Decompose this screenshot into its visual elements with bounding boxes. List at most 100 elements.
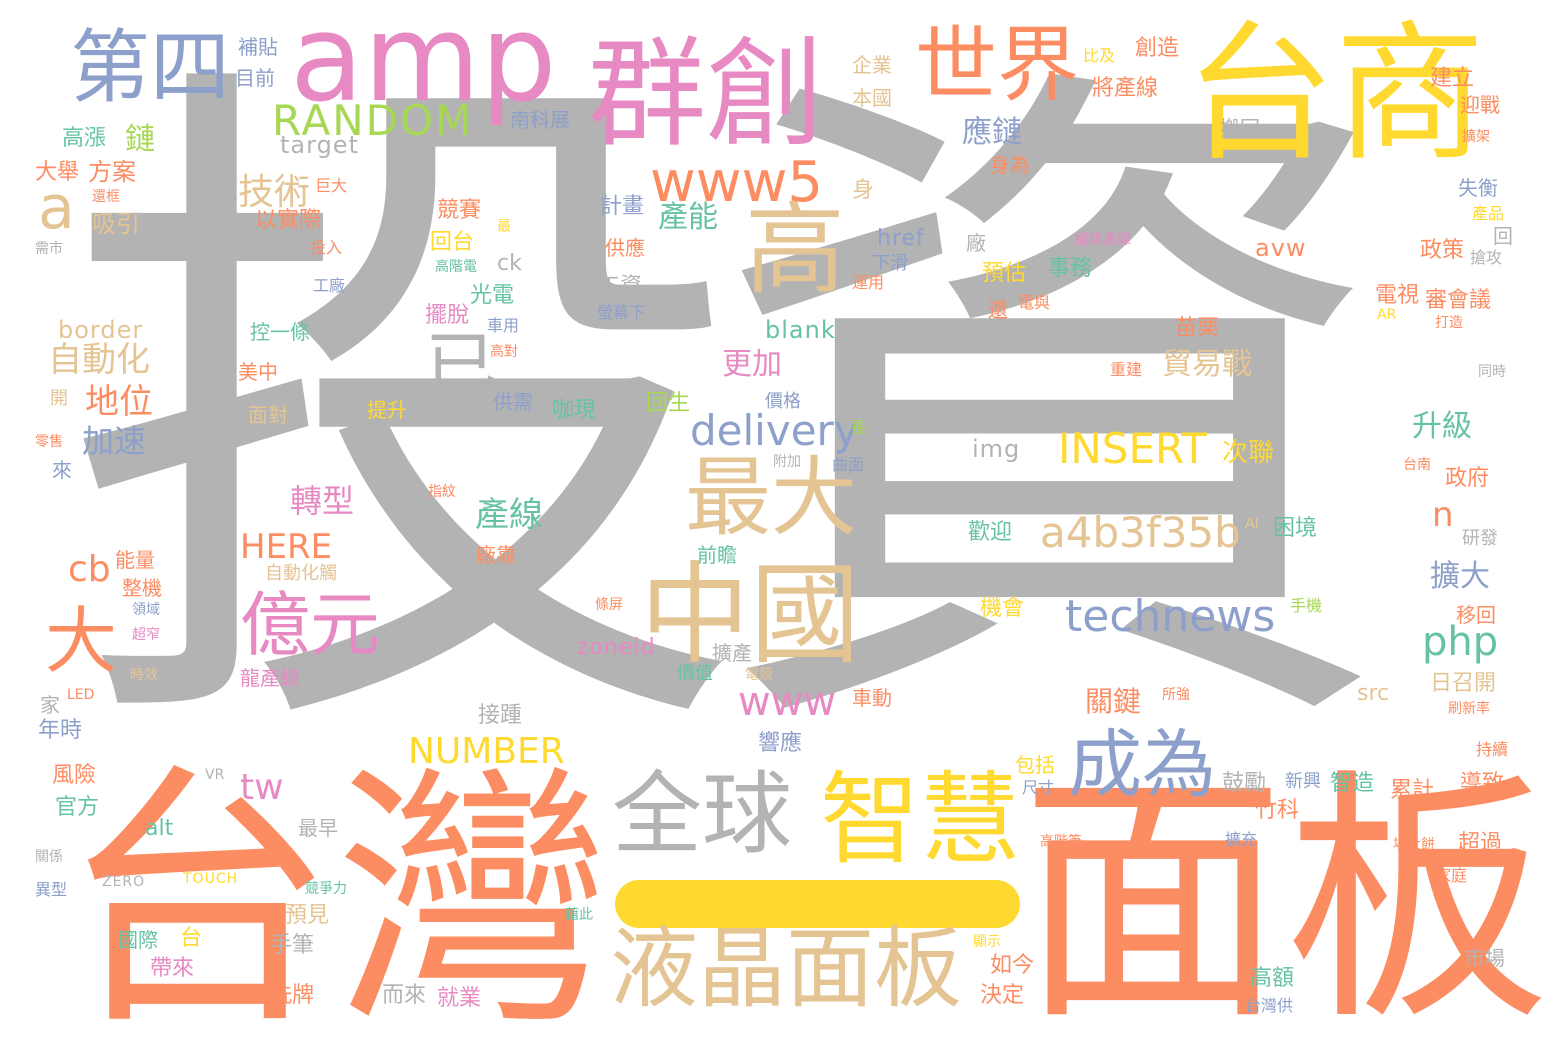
word: 自動化 — [48, 340, 150, 380]
word: 台商 — [1185, 8, 1486, 182]
word: 官方 — [55, 795, 100, 820]
word: 投資 — [60, 13, 1400, 816]
word: src — [1357, 681, 1390, 706]
word: HERE — [240, 527, 333, 567]
word: 能量 — [115, 548, 155, 572]
word: 高對 — [490, 344, 518, 360]
word: 如今 — [990, 953, 1035, 978]
word: avw — [1255, 234, 1307, 262]
word: 機會 — [980, 596, 1025, 621]
word: 車動 — [852, 686, 892, 710]
word: 關係 — [35, 849, 63, 865]
word: 轉型 — [290, 482, 355, 520]
word: 所強 — [1162, 687, 1190, 703]
word: 異型 — [35, 880, 68, 899]
word: TOUCH — [183, 871, 239, 887]
word: 投入 — [310, 238, 343, 257]
word: 接踵 — [478, 703, 523, 728]
word: 決定 — [980, 983, 1025, 1008]
word: 擴架 — [1462, 129, 1490, 145]
word: 吸引 — [92, 210, 140, 238]
word: 回生 — [646, 391, 691, 416]
word: 液晶面板 — [610, 917, 963, 1020]
word: 年時 — [38, 718, 83, 743]
word: 供需 — [493, 390, 533, 414]
word: 風險 — [52, 763, 97, 788]
word: 響應 — [758, 731, 803, 756]
word: 加速 — [82, 422, 147, 460]
word: ZERO — [102, 874, 146, 890]
word: 附加 — [773, 454, 801, 470]
word: AI — [1245, 516, 1259, 532]
word: 創造 — [1135, 36, 1180, 61]
word: 預見 — [285, 903, 330, 928]
word: 價格 — [765, 391, 801, 412]
word: 群創 — [588, 25, 825, 163]
word: 控一條 — [250, 320, 310, 344]
word: mini — [845, 667, 871, 681]
word: tw — [240, 767, 284, 808]
word: 全球 — [612, 762, 792, 867]
word: 關鍵 — [1085, 685, 1142, 718]
word: 計畫 — [600, 194, 645, 219]
word: 咖現 — [552, 398, 597, 423]
word: php — [1422, 619, 1499, 665]
word: 刷新率 — [1448, 701, 1490, 717]
word: 搶攻 — [1470, 248, 1503, 267]
word: 搬回 — [1220, 116, 1260, 140]
word: 市場 — [1465, 946, 1505, 970]
word: 超過 — [1458, 831, 1503, 856]
word: 研發 — [1462, 528, 1498, 549]
word: 組裝產線 — [1075, 232, 1131, 248]
word: 智造 — [1330, 771, 1375, 796]
word: 包括 — [1015, 753, 1055, 777]
word: n — [1432, 495, 1454, 535]
word: 開 — [50, 388, 68, 409]
word: 回台 — [430, 230, 475, 255]
word: 車用 — [487, 316, 520, 335]
word: 升級 — [1412, 409, 1472, 444]
word: 高階電 — [435, 259, 477, 275]
word: 就業 — [437, 986, 482, 1011]
word: 電競 — [745, 667, 773, 683]
word: a — [38, 173, 75, 243]
word: 場大餅 — [1393, 837, 1435, 853]
word: 競爭力 — [305, 881, 347, 897]
word: 導致 — [1460, 771, 1505, 796]
word: INSERT — [1058, 424, 1207, 473]
word: 藉此 — [565, 907, 593, 923]
word: 需市 — [35, 241, 63, 257]
word: 苗栗 — [1175, 316, 1220, 341]
word: 以實際 — [255, 208, 322, 233]
word: 事務 — [1048, 256, 1093, 281]
word: 美中 — [238, 360, 278, 384]
word: 最早 — [298, 816, 338, 840]
word: 長 — [850, 418, 867, 437]
word: 條屏 — [595, 597, 623, 613]
word: 產品 — [1472, 204, 1505, 223]
word: 失衡 — [1458, 176, 1498, 200]
word: 目前 — [235, 66, 275, 90]
word: 產線 — [475, 495, 543, 535]
word: 同時 — [1478, 364, 1506, 380]
word: 還 — [988, 298, 1008, 322]
word: 超窄 — [132, 627, 160, 643]
word: href — [877, 226, 925, 251]
word: 領域 — [132, 602, 160, 618]
word: 最 — [497, 219, 511, 235]
word: 日召開 — [1430, 671, 1497, 696]
word: 億元 — [240, 584, 380, 666]
word: 台 — [180, 926, 203, 951]
word: 尺寸 — [1022, 778, 1055, 797]
word: AR — [1377, 307, 1397, 323]
word: 擴充 — [1225, 830, 1258, 849]
word: 擴大 — [1430, 559, 1490, 594]
word: 成為 — [1068, 722, 1216, 808]
word: 高額 — [1250, 966, 1295, 991]
word: 企業 — [852, 53, 892, 77]
word: 工廠 — [313, 276, 346, 295]
word: 高 — [745, 191, 845, 308]
word: 台灣供 — [1245, 996, 1294, 1015]
word: border — [58, 316, 144, 344]
word: 政府 — [1445, 466, 1490, 491]
